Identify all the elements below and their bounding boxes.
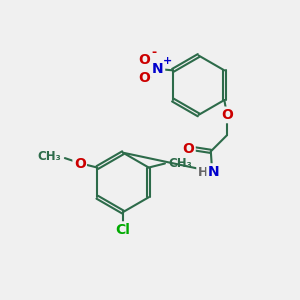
Text: CH₃: CH₃	[168, 157, 192, 170]
Text: O: O	[221, 108, 233, 122]
Text: O: O	[182, 142, 194, 156]
Text: O: O	[139, 71, 151, 85]
Text: N: N	[208, 165, 219, 178]
Text: O: O	[139, 52, 151, 67]
Text: Cl: Cl	[116, 223, 130, 237]
Text: O: O	[74, 157, 86, 170]
Text: -: -	[152, 46, 157, 59]
Text: CH₃: CH₃	[37, 150, 61, 163]
Text: +: +	[163, 56, 172, 66]
Text: H: H	[197, 167, 208, 179]
Text: N: N	[152, 62, 164, 76]
